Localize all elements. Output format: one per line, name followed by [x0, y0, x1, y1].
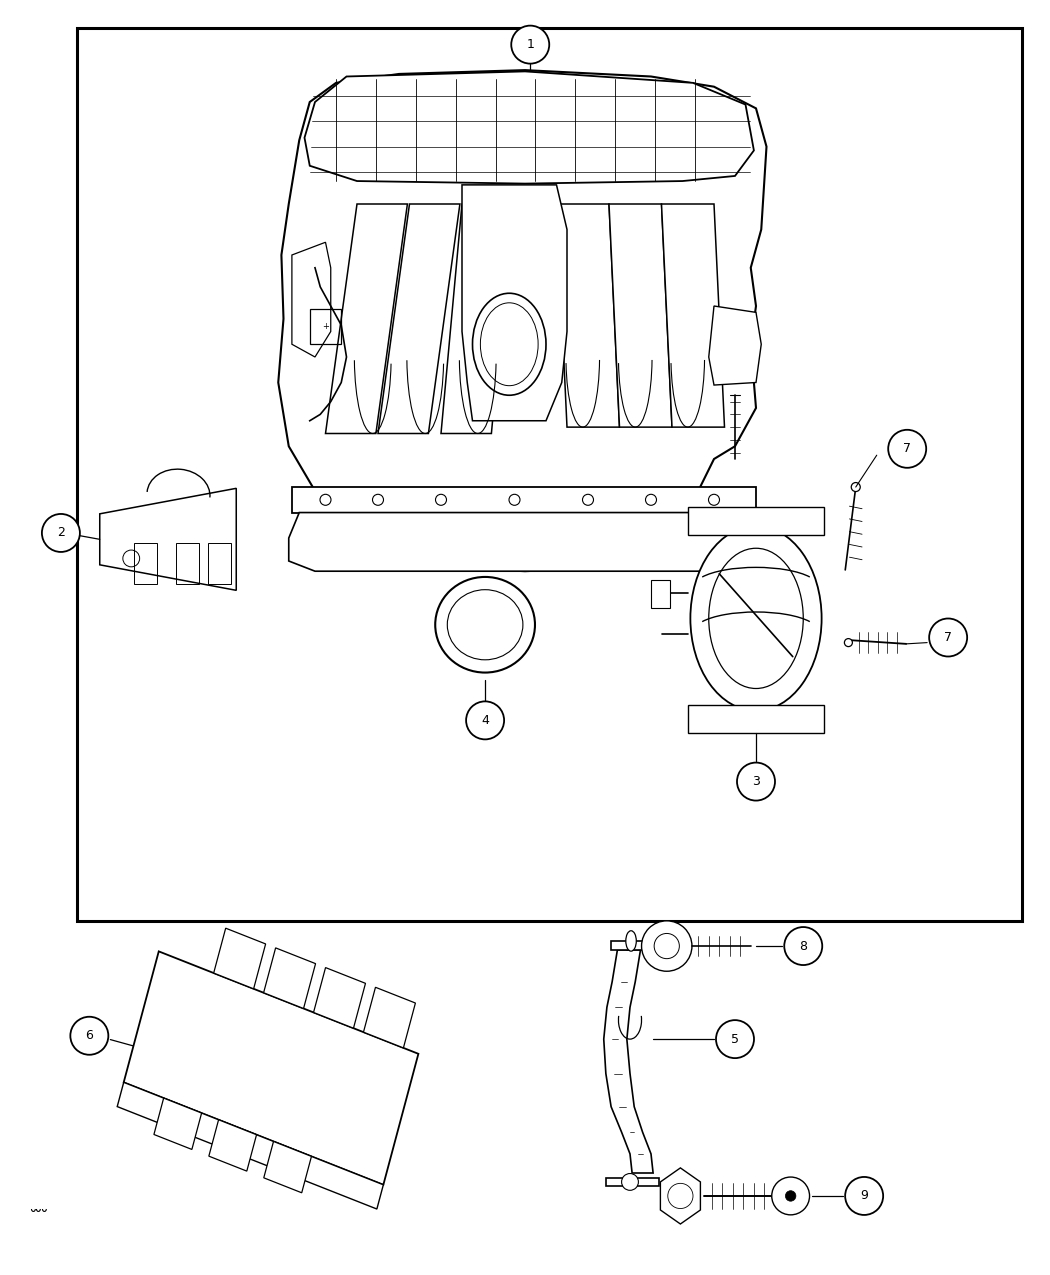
Polygon shape [611, 941, 651, 950]
Bar [688, 507, 824, 536]
Circle shape [844, 639, 853, 646]
Polygon shape [462, 185, 567, 421]
Polygon shape [556, 204, 619, 427]
Circle shape [785, 1191, 796, 1201]
Text: 6: 6 [85, 1029, 93, 1042]
Text: 4: 4 [481, 714, 489, 727]
Circle shape [70, 1016, 108, 1054]
Text: 8: 8 [799, 940, 807, 952]
Circle shape [622, 1173, 638, 1191]
Polygon shape [304, 71, 754, 184]
Polygon shape [214, 928, 266, 989]
Ellipse shape [447, 589, 523, 660]
Bar [77, 28, 1022, 921]
Ellipse shape [691, 525, 821, 711]
Polygon shape [660, 1168, 700, 1224]
Bar [688, 705, 824, 733]
Polygon shape [441, 204, 512, 434]
Polygon shape [609, 204, 672, 427]
Bar [176, 543, 200, 584]
Circle shape [784, 927, 822, 965]
Polygon shape [118, 1082, 383, 1209]
Circle shape [466, 701, 504, 739]
Polygon shape [709, 306, 761, 385]
Text: 7: 7 [944, 631, 952, 644]
Circle shape [642, 921, 692, 972]
Ellipse shape [626, 931, 636, 951]
Polygon shape [606, 1178, 659, 1186]
Bar [651, 580, 670, 608]
Circle shape [716, 1020, 754, 1058]
Circle shape [737, 762, 775, 801]
Text: 2: 2 [57, 527, 65, 539]
Ellipse shape [436, 576, 536, 673]
Circle shape [511, 26, 549, 64]
Circle shape [929, 618, 967, 657]
Circle shape [772, 1177, 810, 1215]
Polygon shape [264, 947, 316, 1009]
Polygon shape [154, 1098, 202, 1150]
Circle shape [852, 482, 860, 492]
Polygon shape [604, 950, 653, 1173]
Ellipse shape [709, 548, 803, 688]
Bar [208, 543, 231, 584]
Polygon shape [662, 204, 724, 427]
Polygon shape [326, 204, 407, 434]
Polygon shape [292, 487, 756, 513]
Polygon shape [289, 513, 756, 571]
Text: 9: 9 [860, 1190, 868, 1202]
Polygon shape [292, 242, 331, 357]
Text: +: + [322, 321, 329, 332]
Text: 7: 7 [903, 442, 911, 455]
Circle shape [42, 514, 80, 552]
Polygon shape [363, 987, 416, 1048]
Polygon shape [100, 488, 236, 590]
Polygon shape [264, 1141, 312, 1193]
Polygon shape [378, 204, 460, 434]
Bar [134, 543, 158, 584]
Polygon shape [209, 1119, 256, 1172]
Polygon shape [124, 951, 418, 1184]
Circle shape [845, 1177, 883, 1215]
Circle shape [888, 430, 926, 468]
Text: 3: 3 [752, 775, 760, 788]
Polygon shape [314, 968, 365, 1028]
Text: 1: 1 [526, 38, 534, 51]
Text: 5: 5 [731, 1033, 739, 1045]
